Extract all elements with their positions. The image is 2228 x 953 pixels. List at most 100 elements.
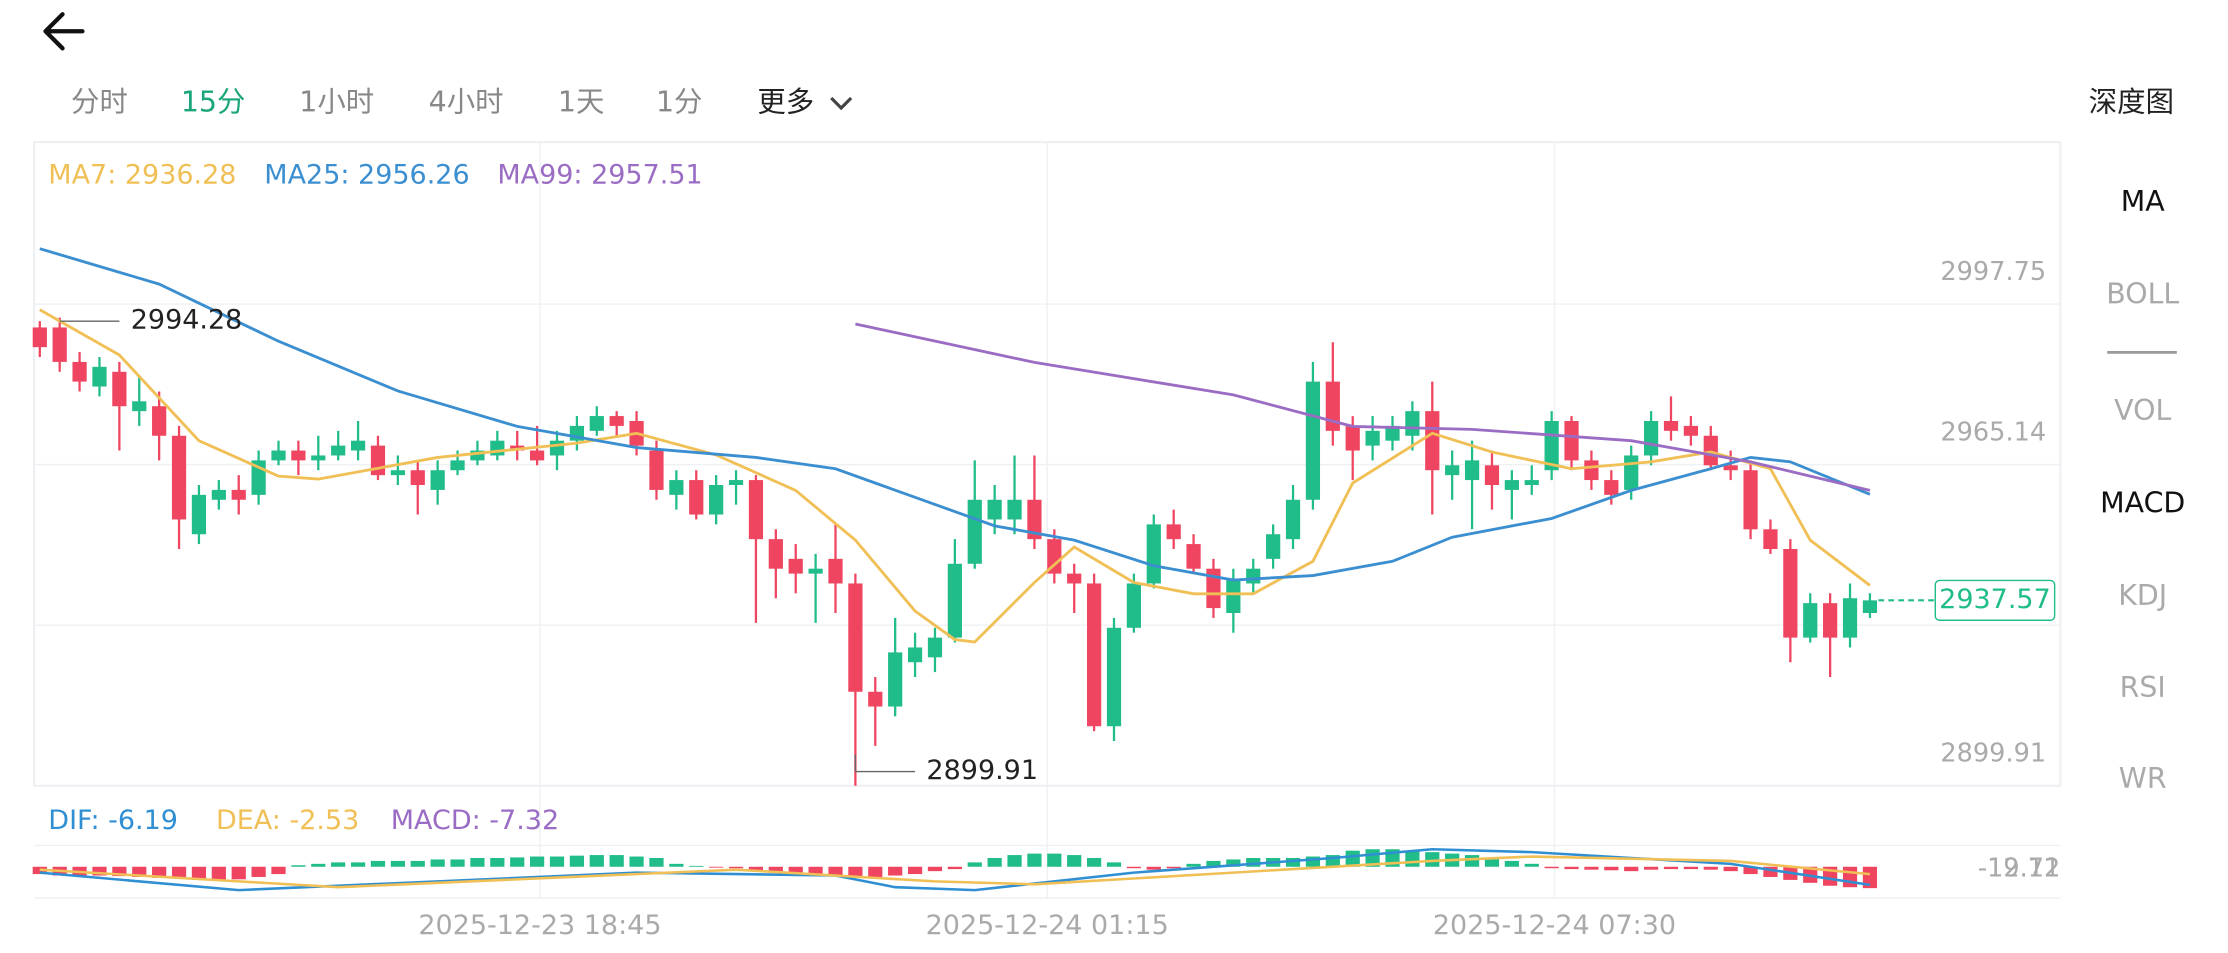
- candle-body: [1564, 420, 1579, 461]
- macd-bar: [888, 866, 903, 876]
- macd-bar: [549, 856, 565, 867]
- candle-body: [848, 583, 863, 692]
- dea-line: [39, 855, 1871, 889]
- candle-body: [1027, 499, 1042, 540]
- macd-bar: [848, 866, 863, 877]
- macd-bar: [868, 866, 883, 877]
- depth-tab[interactable]: 深度图: [2089, 86, 2174, 119]
- macd-bar: [530, 856, 545, 867]
- macd-bar: [589, 855, 604, 867]
- candle-body: [1405, 411, 1420, 436]
- candle-body: [1067, 573, 1082, 584]
- macd-bar: [251, 866, 266, 877]
- candle-body: [32, 327, 47, 348]
- macd-bar: [1067, 855, 1082, 867]
- candle-body: [191, 494, 207, 535]
- macd-bar: [788, 866, 803, 875]
- candle-body: [171, 435, 187, 520]
- macd-bar: [152, 866, 167, 878]
- candle-body: [808, 568, 823, 574]
- macd-bar: [191, 866, 207, 880]
- candle-body: [1126, 583, 1141, 628]
- candle-body: [1425, 411, 1440, 471]
- indicator-tab[interactable]: VOL: [2114, 394, 2171, 427]
- macd-bar: [1604, 866, 1619, 871]
- macd-bar: [1285, 857, 1301, 867]
- candle-body: [152, 406, 167, 436]
- macd-bar: [569, 855, 585, 867]
- timeframe-tab[interactable]: 15分: [181, 86, 246, 119]
- candle-body: [828, 558, 843, 584]
- candle-body: [1206, 568, 1221, 609]
- macd-bar: [1305, 856, 1321, 867]
- macd-bar: [1146, 866, 1161, 870]
- macd-bar: [1325, 855, 1340, 867]
- macd-bar: [1464, 855, 1480, 867]
- candle-body: [370, 445, 386, 476]
- macd-bar: [1166, 866, 1181, 869]
- candle-body: [1703, 435, 1718, 466]
- macd-bar: [211, 866, 226, 880]
- candle-body: [589, 416, 604, 431]
- candle-body: [709, 484, 724, 515]
- candle-body: [1226, 578, 1241, 614]
- candle-body: [1345, 425, 1360, 451]
- macd-legend: DEA: -2.53: [216, 805, 359, 836]
- candle-body: [350, 440, 366, 451]
- macd-bar: [649, 857, 664, 867]
- more-chevron[interactable]: [830, 96, 853, 111]
- macd-bar: [1663, 866, 1679, 870]
- candle-body: [1504, 480, 1519, 490]
- timeframe-tab[interactable]: 1分: [656, 86, 702, 119]
- dif-line: [39, 847, 1871, 892]
- candle-body: [311, 455, 326, 461]
- timeframe-tab[interactable]: 1小时: [299, 86, 374, 119]
- candle-body: [410, 470, 425, 485]
- macd-bar: [291, 865, 306, 867]
- candle-body: [1106, 627, 1122, 727]
- more-tab[interactable]: 更多: [757, 86, 814, 119]
- candle-body: [1385, 425, 1400, 441]
- candle-body: [609, 416, 624, 426]
- x-tick-label: 2025-12-23 18:45: [418, 910, 661, 941]
- macd-bar: [1743, 866, 1758, 875]
- candle-body: [211, 489, 226, 500]
- min-marker-label: 2899.91: [926, 755, 1038, 786]
- macd-bar: [768, 866, 783, 873]
- x-tick-label: 2025-12-24 01:15: [926, 910, 1169, 941]
- ma-line: [855, 322, 1871, 492]
- macd-bar: [470, 857, 485, 867]
- candle-body: [907, 647, 923, 663]
- macd-bar: [1524, 863, 1539, 867]
- macd-bar: [1723, 866, 1738, 872]
- macd-axis-label: -19.72: [1978, 854, 2060, 884]
- candle-body: [1663, 420, 1679, 431]
- timeframe-tab[interactable]: 分时: [71, 86, 128, 119]
- macd-bar: [1862, 866, 1878, 889]
- macd-bar: [490, 857, 505, 867]
- candle-body: [748, 480, 764, 540]
- candle-body: [649, 450, 664, 490]
- indicator-tab[interactable]: KDJ: [2118, 579, 2167, 612]
- macd-bar: [689, 865, 704, 867]
- indicator-tab[interactable]: MACD: [2100, 486, 2185, 519]
- indicator-tab[interactable]: MA: [2121, 185, 2166, 218]
- indicator-tab[interactable]: WR: [2119, 762, 2167, 795]
- back-button[interactable]: [43, 12, 85, 51]
- candle-body: [1683, 425, 1698, 436]
- candle-body: [1464, 460, 1480, 481]
- candle-body: [1584, 460, 1599, 481]
- indicator-tab[interactable]: BOLL: [2106, 278, 2179, 311]
- candle-body: [1186, 544, 1201, 569]
- macd-legend: DIF: -6.19: [48, 805, 178, 836]
- macd-bar: [430, 859, 445, 867]
- macd-bar: [1047, 853, 1062, 867]
- timeframe-tab[interactable]: 4小时: [429, 86, 504, 119]
- macd-legend: MACD: -7.32: [391, 805, 559, 836]
- timeframe-tab[interactable]: 1天: [558, 86, 604, 119]
- indicator-tab[interactable]: RSI: [2120, 671, 2166, 704]
- candle-body: [1803, 603, 1818, 638]
- candle-body: [669, 480, 684, 495]
